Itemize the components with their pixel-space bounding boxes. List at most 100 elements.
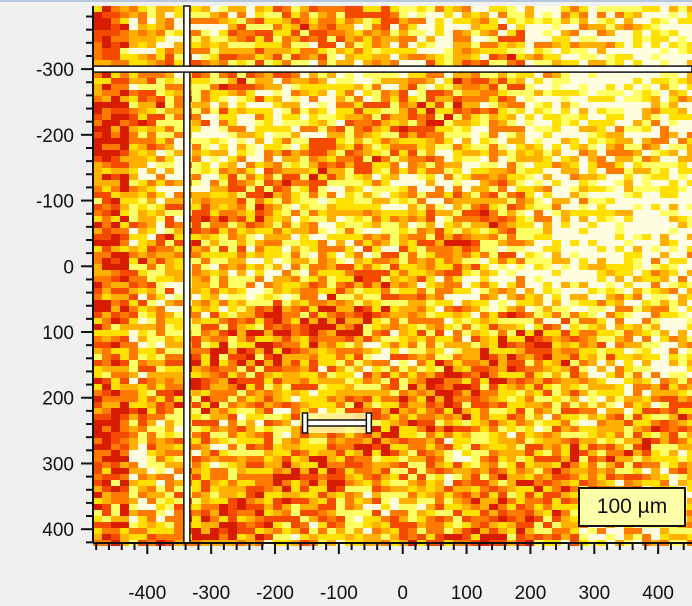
map-cell — [381, 96, 390, 102]
map-cell — [489, 210, 498, 216]
map-cell — [300, 54, 309, 60]
map-cell — [660, 402, 669, 408]
map-cell — [606, 318, 615, 324]
map-cell — [525, 78, 534, 84]
map-cell — [273, 150, 282, 156]
map-cell — [588, 264, 597, 270]
map-cell — [624, 60, 633, 66]
map-cell — [516, 24, 525, 30]
map-cell — [93, 426, 102, 432]
map-cell — [516, 42, 525, 48]
map-cell — [462, 120, 471, 126]
map-cell — [282, 108, 291, 114]
map-cell — [669, 414, 678, 420]
map-cell — [282, 168, 291, 174]
map-cell — [633, 288, 642, 294]
map-cell — [363, 228, 372, 234]
map-cell — [426, 312, 435, 318]
map-cell — [345, 114, 354, 120]
map-cell — [174, 312, 183, 318]
map-cell — [660, 306, 669, 312]
map-cell — [678, 30, 687, 36]
map-cell — [300, 162, 309, 168]
map-cell — [318, 366, 327, 372]
map-cell — [579, 78, 588, 84]
map-cell — [552, 414, 561, 420]
map-cell — [327, 282, 336, 288]
map-cell — [318, 234, 327, 240]
map-cell — [174, 390, 183, 396]
map-cell — [525, 114, 534, 120]
map-cell — [669, 72, 678, 78]
map-cell — [210, 162, 219, 168]
map-cell — [606, 312, 615, 318]
map-cell — [624, 318, 633, 324]
map-cell — [318, 132, 327, 138]
map-cell — [165, 192, 174, 198]
map-cell — [111, 450, 120, 456]
map-cell — [201, 282, 210, 288]
map-cell — [453, 336, 462, 342]
map-cell — [525, 306, 534, 312]
map-cell — [237, 330, 246, 336]
map-cell — [156, 114, 165, 120]
map-cell — [615, 84, 624, 90]
map-cell — [147, 138, 156, 144]
map-cell — [588, 216, 597, 222]
map-cell — [399, 336, 408, 342]
map-cell — [291, 150, 300, 156]
map-cell — [156, 396, 165, 402]
map-cell — [264, 420, 273, 426]
map-cell — [120, 60, 129, 66]
map-cell — [480, 12, 489, 18]
map-cell — [336, 60, 345, 66]
map-cell — [525, 204, 534, 210]
map-cell — [210, 450, 219, 456]
map-cell — [201, 78, 210, 84]
map-cell — [507, 78, 516, 84]
map-cell — [678, 78, 687, 84]
map-cell — [417, 312, 426, 318]
map-cell — [336, 24, 345, 30]
map-cell — [408, 246, 417, 252]
map-cell — [210, 150, 219, 156]
map-cell — [417, 240, 426, 246]
map-cell — [687, 426, 692, 432]
map-cell — [660, 444, 669, 450]
map-cell — [327, 108, 336, 114]
map-cell — [282, 276, 291, 282]
map-cell — [516, 372, 525, 378]
map-cell — [660, 12, 669, 18]
map-cell — [399, 258, 408, 264]
map-cell — [561, 18, 570, 24]
map-cell — [606, 222, 615, 228]
map-cell — [606, 24, 615, 30]
map-cell — [453, 384, 462, 390]
map-cell — [543, 78, 552, 84]
map-cell — [408, 312, 417, 318]
map-cell — [309, 354, 318, 360]
map-cell — [309, 204, 318, 210]
map-cell — [273, 252, 282, 258]
map-cell — [345, 96, 354, 102]
map-cell — [291, 24, 300, 30]
map-cell — [633, 258, 642, 264]
map-cell — [453, 174, 462, 180]
map-cell — [543, 84, 552, 90]
map-cell — [219, 426, 228, 432]
map-cell — [201, 36, 210, 42]
map-cell — [498, 342, 507, 348]
map-cell — [408, 414, 417, 420]
map-cell — [435, 240, 444, 246]
map-cell — [111, 96, 120, 102]
map-cell — [534, 180, 543, 186]
map-cell — [201, 12, 210, 18]
map-cell — [156, 426, 165, 432]
map-cell — [426, 258, 435, 264]
map-cell — [651, 234, 660, 240]
map-cell — [201, 390, 210, 396]
map-cell — [588, 126, 597, 132]
intensity-map[interactable] — [93, 6, 692, 546]
map-cell — [462, 270, 471, 276]
